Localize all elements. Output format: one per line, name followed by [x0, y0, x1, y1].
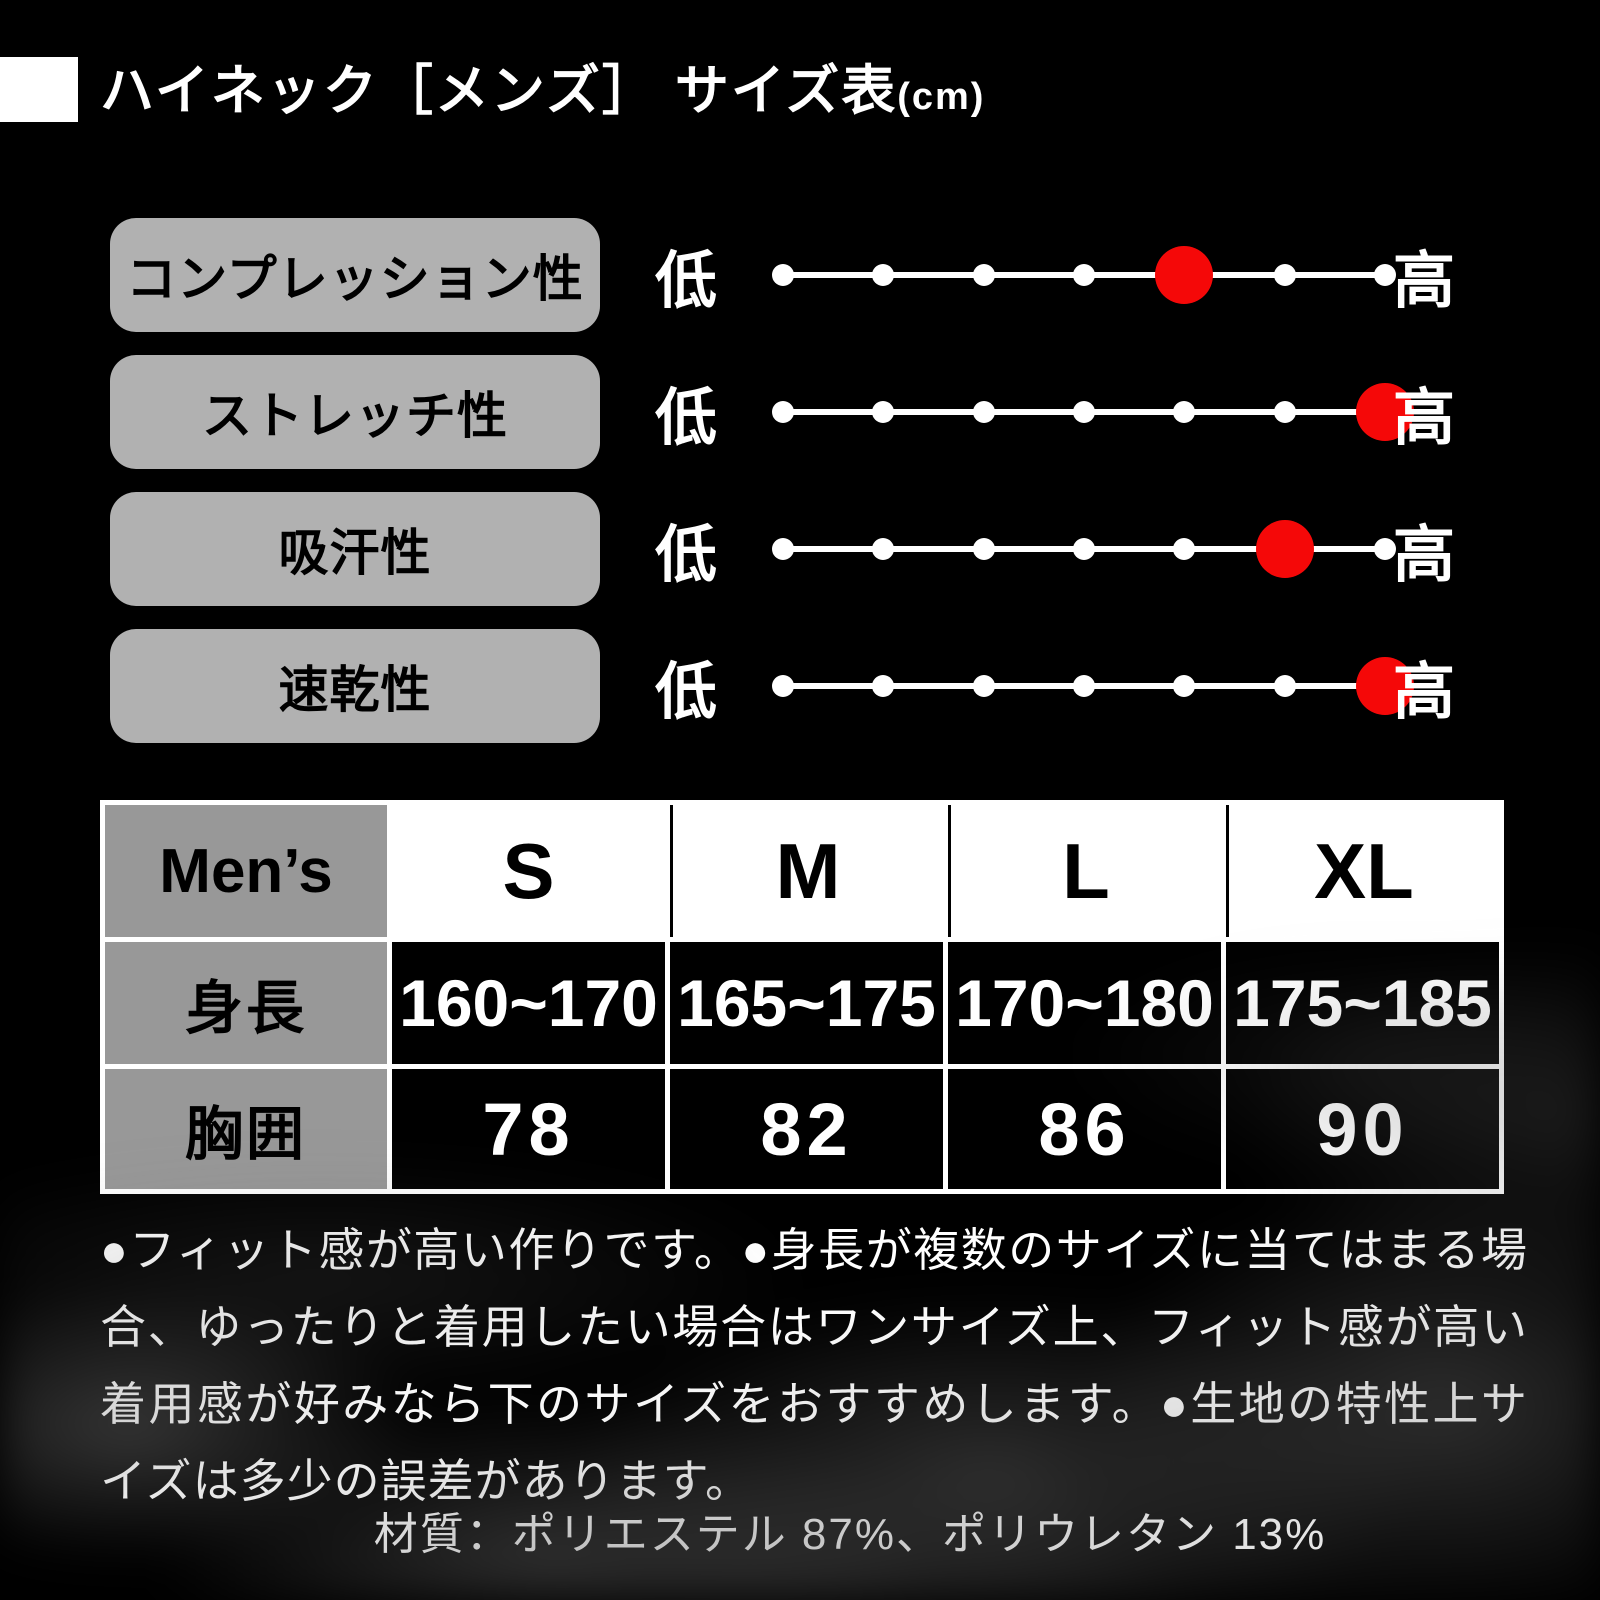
scale-high-label: 高: [1393, 384, 1456, 453]
table-corner-header: Men’s: [105, 805, 387, 937]
table-value-cell: 165~175: [670, 942, 943, 1064]
table-value-cell: 175~185: [1226, 942, 1499, 1064]
rating-track: [772, 657, 1414, 715]
rating-dot: [772, 401, 794, 423]
feature-label-pill: コンプレッション性: [110, 218, 600, 332]
size-column-header: L: [948, 805, 1221, 937]
title-accent-square: [0, 57, 78, 122]
rating-dot: [1374, 538, 1396, 560]
size-column-header: XL: [1226, 805, 1499, 937]
rating-marker: [1356, 383, 1414, 441]
rating-dot: [972, 401, 995, 423]
page-title-unit: (cm): [897, 76, 986, 118]
table-value-cell: 86: [948, 1069, 1221, 1189]
rating-dot: [872, 538, 895, 560]
rating-track: [772, 246, 1396, 304]
feature-label-pill: 吸汗性: [110, 492, 600, 606]
table-row-label: 胸囲: [105, 1069, 387, 1189]
usage-notes: ●フィット感が高い作りです。●身長が複数のサイズに当てはまる場合、ゆったりと着用…: [100, 1224, 1528, 1507]
scale-low-label: 低: [655, 658, 718, 727]
table-value-cell: 170~180: [948, 942, 1221, 1064]
feature-row: 吸汗性低 高: [110, 492, 1490, 606]
scale-high-label: 高: [1393, 521, 1456, 590]
rating-dot: [872, 264, 895, 286]
scale-low-label: 低: [655, 247, 718, 316]
scale-high-label: 高: [1393, 247, 1456, 316]
feature-ratings: コンプレッション性低高ストレッチ性低高吸汗性低高速乾性低高: [110, 218, 1490, 743]
page-title: ハイネック［メンズ］ サイズ表(cm): [100, 46, 985, 125]
rating-dot: [972, 264, 995, 286]
rating-dot: [1173, 538, 1196, 560]
rating-dot: [1173, 401, 1196, 423]
rating-dot: [1073, 538, 1095, 560]
size-column-header: S: [392, 805, 665, 937]
rating-marker: [1356, 657, 1414, 715]
rating-dot: [972, 538, 995, 560]
page-title-text: ハイネック［メンズ］ サイズ表: [100, 61, 898, 121]
material-info: 材質：ポリエステル 87%、ポリウレタン 13%: [373, 1510, 1327, 1559]
rating-dot: [772, 538, 794, 560]
size-table: Men’s S M L XL 身長 160~170 165~175 170~180 175~185…: [100, 800, 1504, 1194]
table-value-cell: 90: [1226, 1069, 1499, 1189]
rating-marker: [1155, 246, 1214, 304]
rating-dot: [1273, 264, 1296, 286]
rating-dot: [772, 264, 794, 286]
rating-dot: [772, 675, 794, 697]
rating-dot: [972, 675, 995, 697]
rating-track: [772, 520, 1396, 578]
size-column-header: M: [670, 805, 943, 937]
rating-dot: [1073, 401, 1095, 423]
rating-dot: [1273, 401, 1296, 423]
scale-low-label: 低: [655, 521, 718, 590]
feature-row: ストレッチ性低 高: [110, 355, 1490, 469]
table-value-cell: 82: [670, 1069, 943, 1189]
rating-track: [772, 383, 1414, 441]
table-row-label: 身長: [105, 942, 387, 1064]
feature-label-pill: 速乾性: [110, 629, 600, 743]
rating-dot: [1173, 675, 1196, 697]
table-value-cell: 78: [392, 1069, 665, 1189]
rating-dot: [872, 675, 895, 697]
feature-label-pill: ストレッチ性: [110, 355, 600, 469]
feature-row: コンプレッション性低 高: [110, 218, 1490, 332]
rating-dot: [1073, 675, 1095, 697]
feature-row: 速乾性低 高: [110, 629, 1490, 743]
scale-low-label: 低: [655, 384, 718, 453]
rating-dot: [1374, 264, 1396, 286]
rating-dot: [1273, 675, 1296, 697]
rating-dot: [1073, 264, 1095, 286]
table-value-cell: 160~170: [392, 942, 665, 1064]
scale-high-label: 高: [1393, 658, 1456, 727]
rating-marker: [1255, 520, 1314, 578]
rating-dot: [872, 401, 895, 423]
